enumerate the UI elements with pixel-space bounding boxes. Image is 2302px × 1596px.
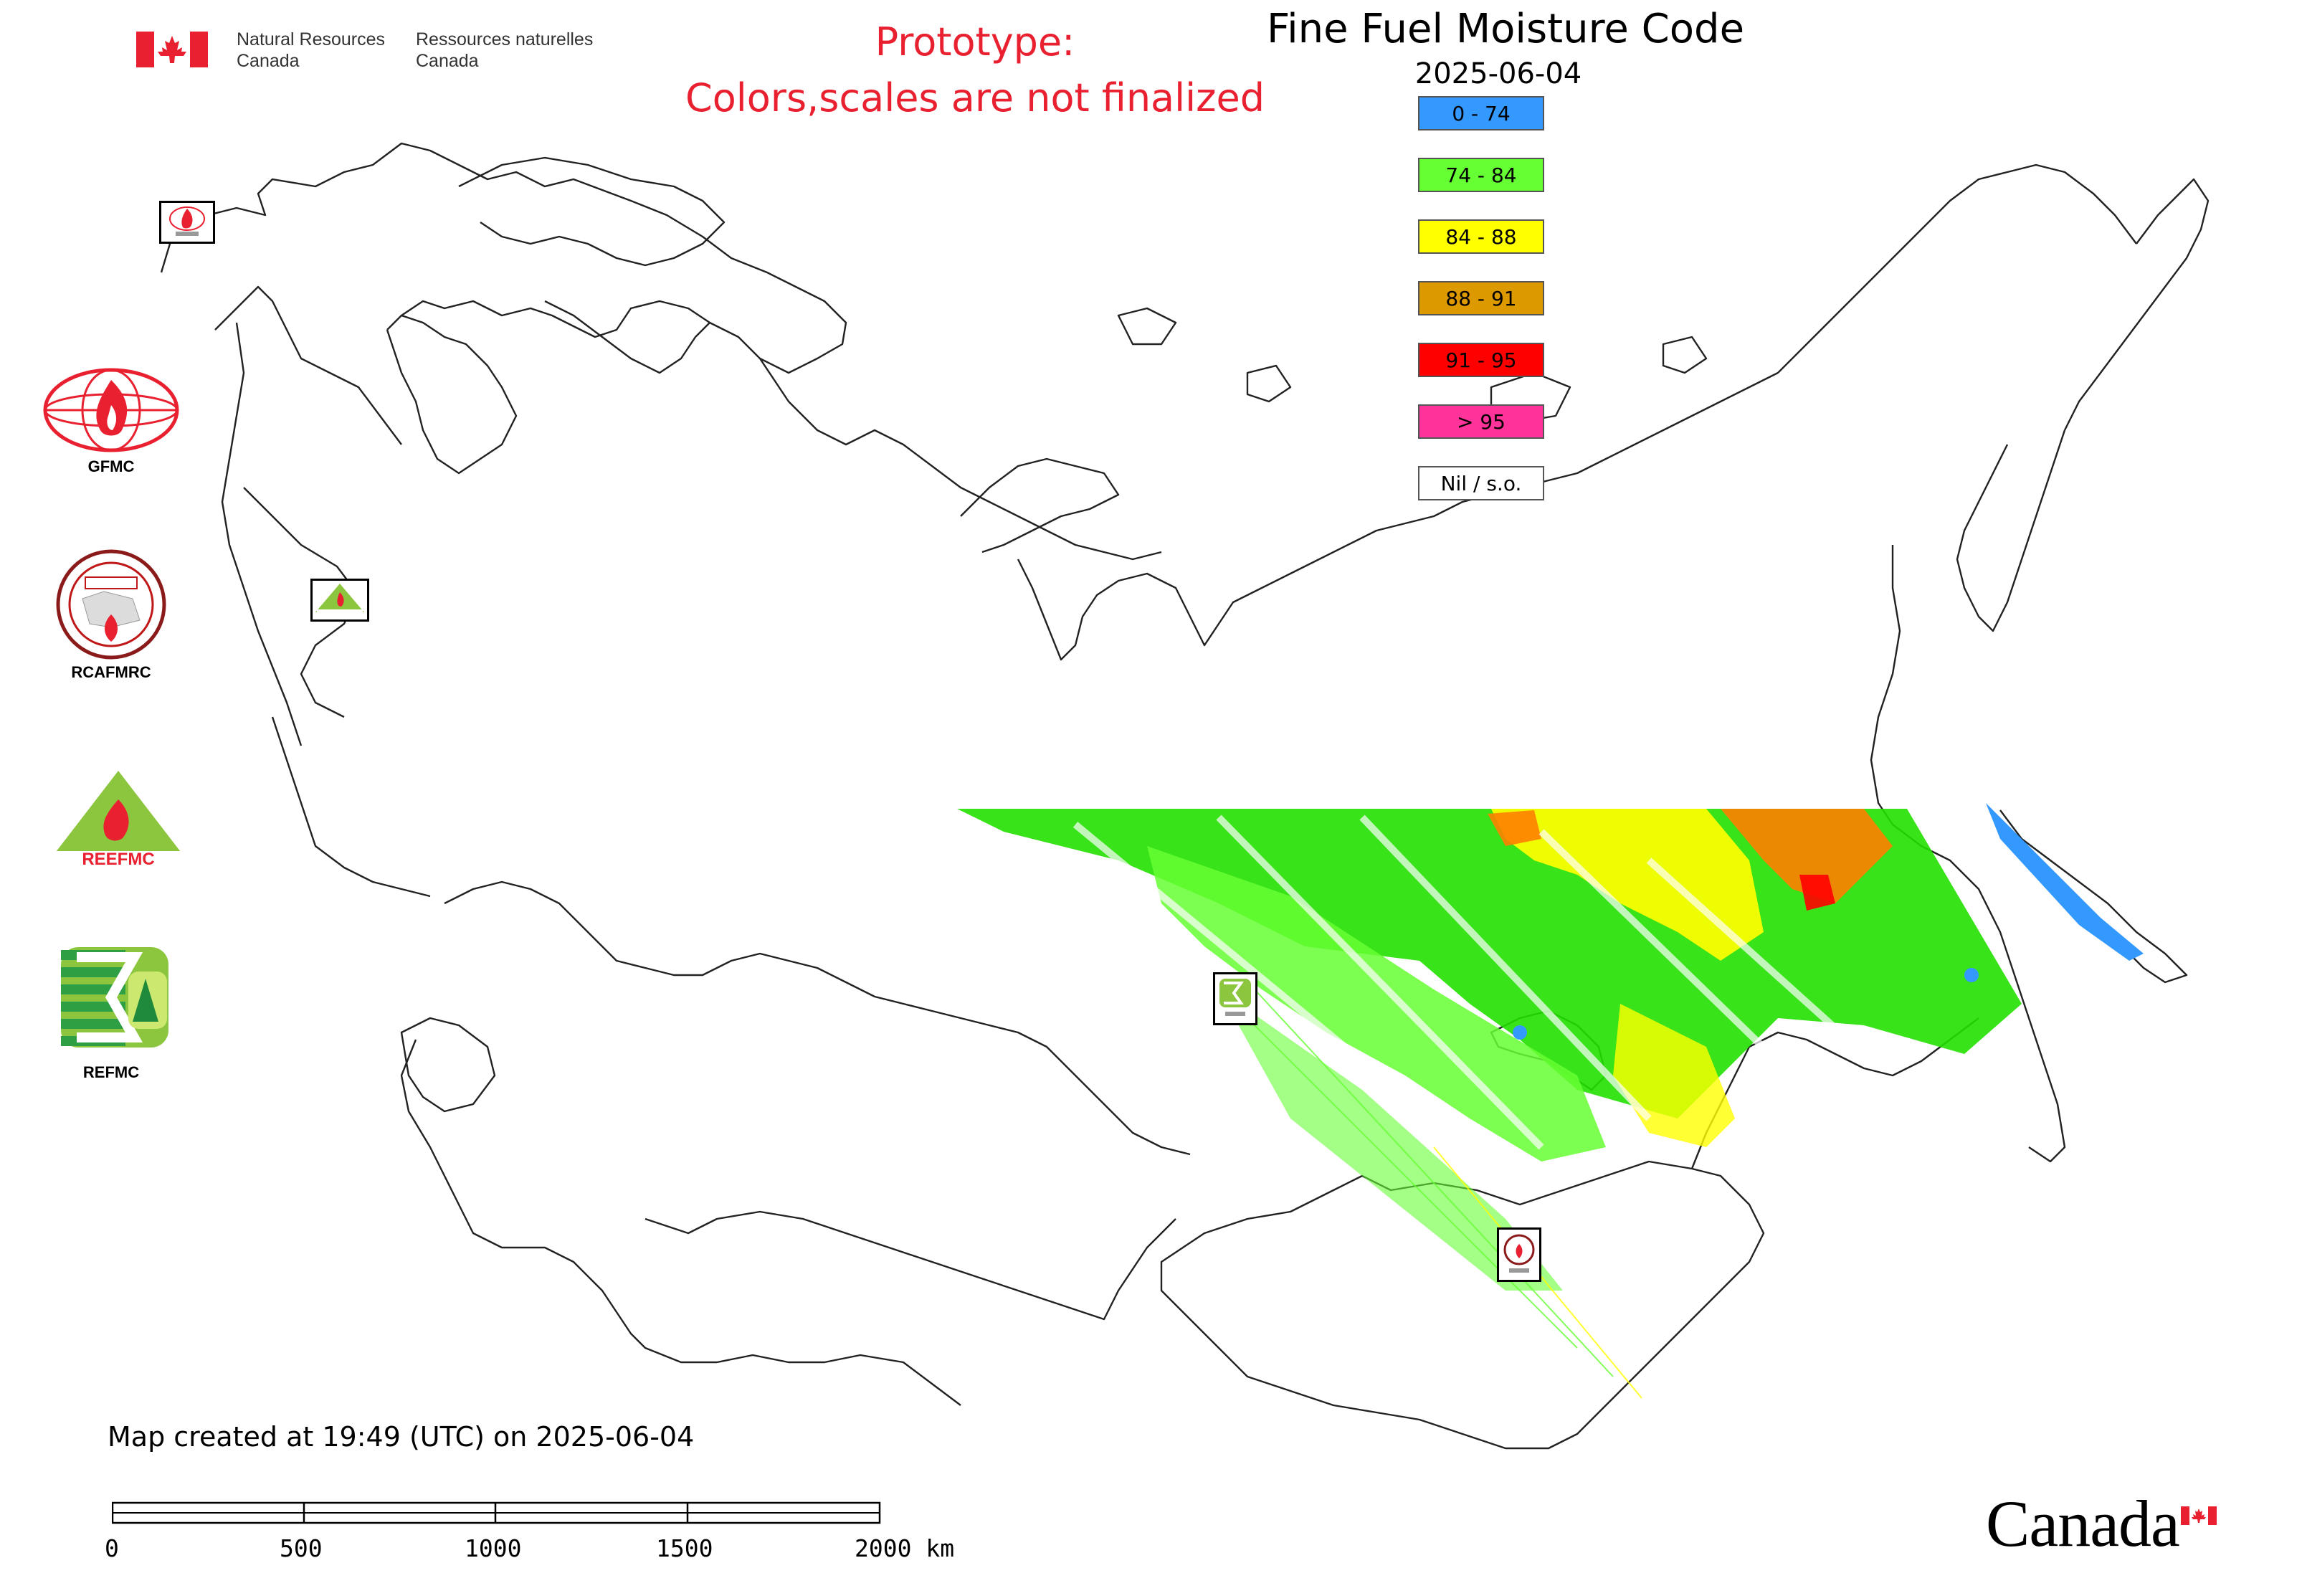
white-sea xyxy=(544,300,710,374)
svg-text:REEFMC: REEFMC xyxy=(82,850,154,869)
canada-flag-icon xyxy=(136,32,208,67)
reefmc-triangle-icon: REEFMC xyxy=(44,771,193,869)
scale-label-2000: 2000 km xyxy=(855,1534,955,1562)
gfmc-fire-globe-icon xyxy=(43,368,179,452)
reefmc-marker-icon xyxy=(310,579,369,622)
sakhalin xyxy=(1999,809,2188,984)
east-siberian-coast xyxy=(1777,163,2137,374)
canada-wordmark-flag-icon xyxy=(2181,1506,2217,1525)
kamchatka xyxy=(1956,429,2066,632)
refmc-logo: REFMC xyxy=(39,943,183,1093)
legend-item-91-95: 91 - 95 xyxy=(1418,343,1544,377)
taymyr-coast xyxy=(1318,371,1779,561)
chukotka xyxy=(2063,178,2210,431)
rcafmrc-seal-icon xyxy=(56,549,166,660)
legend-label: 91 - 95 xyxy=(1445,348,1517,372)
ffmc-field-orange xyxy=(1721,809,1893,903)
department-en-line2: Canada xyxy=(237,51,300,71)
reefmc-marker-glyph xyxy=(315,584,364,615)
scale-label-0: 0 xyxy=(105,1534,119,1562)
russia-arctic-coast-west xyxy=(759,358,1162,561)
baltic-coast xyxy=(221,322,303,746)
legend-label: Nil / s.o. xyxy=(1440,471,1522,495)
map-created-text: Map created at 19:49 (UTC) on 2025-06-04 xyxy=(108,1421,695,1453)
ffmc-field-gaps xyxy=(1072,814,1867,1150)
rcafmrc-marker-glyph xyxy=(1503,1234,1535,1273)
black-sea-coast xyxy=(271,716,431,898)
legend-item-84-88: 84 - 88 xyxy=(1418,219,1544,254)
scale-bar: 0 500 1000 1500 2000 km xyxy=(86,1498,982,1577)
far-east-coast xyxy=(1892,824,2066,1163)
department-name-fr: Ressources naturelles Canada xyxy=(416,29,593,72)
norway-sweden-border xyxy=(214,285,402,445)
scale-label-1000: 1000 xyxy=(465,1534,522,1562)
finland-outline xyxy=(386,314,518,475)
rcafmrc-label: RCAFMRC xyxy=(71,663,151,681)
legend-label: 84 - 88 xyxy=(1445,224,1517,249)
gfmc-logo: GFMC xyxy=(39,366,183,480)
department-name-en: Natural Resources Canada xyxy=(237,29,385,72)
ffmc-field-orange-west xyxy=(1488,810,1541,846)
ffmc-data-field xyxy=(957,803,2144,1399)
scale-label-500: 500 xyxy=(280,1534,323,1562)
gfmc-label: GFMC xyxy=(87,457,135,475)
refmc-sigma-icon xyxy=(61,947,168,1048)
scale-label-1500: 1500 xyxy=(656,1534,713,1562)
refmc-marker-icon xyxy=(1213,972,1257,1025)
legend-label: 88 - 91 xyxy=(1445,286,1517,310)
gfmc-marker-icon xyxy=(159,201,215,244)
legend-item-88-91: 88 - 91 xyxy=(1418,281,1544,315)
refmc-label: REFMC xyxy=(82,1063,140,1081)
legend-label: 74 - 84 xyxy=(1445,163,1517,187)
prototype-note-line1: Prototype: xyxy=(875,19,1075,65)
ffmc-field-red xyxy=(1799,875,1835,911)
legend-label: 0 - 74 xyxy=(1452,101,1511,125)
legend-item-nil: Nil / s.o. xyxy=(1418,466,1544,500)
caspian-sea xyxy=(400,1017,496,1113)
refmc-marker-glyph xyxy=(1219,979,1251,1016)
yamal-peninsula xyxy=(1017,558,1320,661)
legend-item-0-74: 0 - 74 xyxy=(1418,96,1544,130)
ffmc-field-sparse-lines xyxy=(1218,989,1614,1377)
canada-wordmark: Canada xyxy=(1986,1488,2222,1567)
scandinavia-coastline xyxy=(160,142,847,374)
department-fr-line1: Ressources naturelles xyxy=(416,29,594,49)
arctic-islands xyxy=(1117,307,1708,424)
rcafmrc-marker-icon xyxy=(1497,1227,1541,1282)
department-en-line1: Natural Resources xyxy=(237,29,386,49)
okhotsk-coast xyxy=(1870,545,1901,825)
map-date: 2025-06-04 xyxy=(1414,57,1582,90)
gfmc-marker-glyph xyxy=(169,206,205,236)
prototype-note-line2: Colors,scales are not finalized xyxy=(685,75,1265,120)
central-asia-border xyxy=(645,1210,1176,1321)
kola-peninsula xyxy=(458,156,726,267)
canada-wordmark-text: Canada xyxy=(1986,1487,2180,1560)
kazakhstan-border xyxy=(444,880,1191,1156)
legend-label: > 95 xyxy=(1457,409,1506,434)
legend-item-74-84: 74 - 84 xyxy=(1418,158,1544,192)
scale-bar-graphic xyxy=(112,1501,881,1524)
reefmc-logo: REEFMC xyxy=(39,764,197,878)
ffmc-field-light-green-south xyxy=(1219,989,1563,1291)
nrcan-signature: Natural Resources Canada Ressources natu… xyxy=(136,29,602,79)
map-title: Fine Fuel Moisture Code xyxy=(1266,6,1745,52)
legend-item-over-95: > 95 xyxy=(1418,404,1544,439)
novaya-zemlya xyxy=(960,457,1120,554)
rcafmrc-logo: RCAFMRC xyxy=(39,548,183,692)
coastlines-and-borders xyxy=(160,142,2210,1450)
department-fr-line2: Canada xyxy=(416,51,479,71)
kazakhstan-outline xyxy=(400,1039,961,1406)
ffmc-field-light-green xyxy=(1147,846,1606,1162)
ffmc-field-blue xyxy=(1513,803,2144,1040)
prototype-note: Prototype: Colors,scales are not finaliz… xyxy=(631,14,1319,126)
